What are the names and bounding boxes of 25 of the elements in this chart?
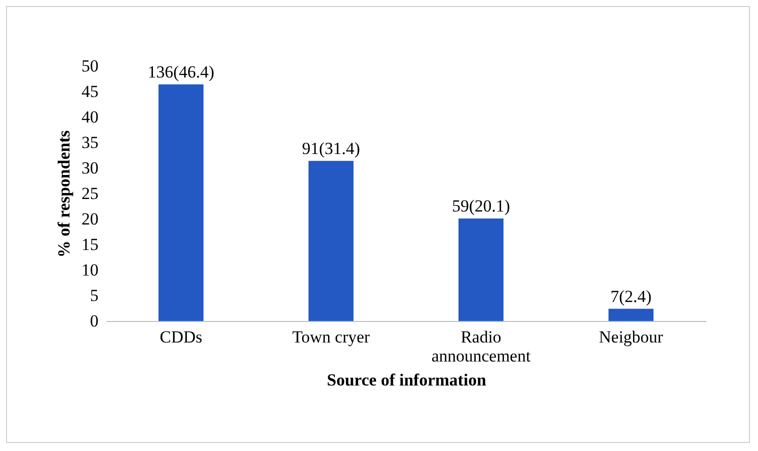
x-tick-label: CDDs [160, 328, 202, 346]
y-tick-label: 0 [90, 312, 98, 330]
x-tick-label: Town cryer [292, 328, 370, 346]
y-tick-label: 20 [82, 210, 98, 228]
y-tick-label: 30 [82, 158, 98, 178]
y-tick-label: 25 [82, 184, 98, 203]
y-axis-title: % of respondents [54, 130, 74, 258]
y-tick-label: 35 [82, 133, 98, 152]
x-tick-label: Neigbour [598, 328, 664, 346]
data-label: 59(20.1) [452, 196, 510, 216]
data-label: 91(31.4) [302, 138, 360, 158]
bar [308, 160, 354, 321]
y-tick-label: 40 [82, 108, 98, 126]
y-tick-label: 10 [82, 260, 98, 280]
x-axis-title: Source of information [326, 370, 487, 390]
y-tick-label: 50 [82, 56, 98, 76]
x-tick-label: Radio announcement [431, 328, 531, 366]
bar [158, 84, 204, 321]
data-label: 7(2.4) [610, 286, 652, 306]
y-tick-label: 45 [82, 82, 98, 101]
bar [458, 218, 504, 321]
y-tick-label: 15 [82, 235, 98, 254]
data-label: 136(46.4) [148, 62, 214, 82]
bar [608, 308, 654, 321]
y-tick-label: 5 [90, 286, 98, 305]
